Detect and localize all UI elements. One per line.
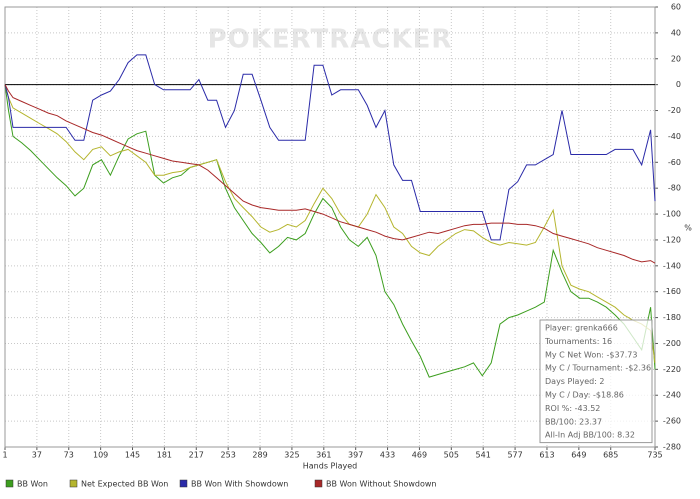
y-tick-label: -20 [668,106,681,115]
tooltip-box [539,319,653,444]
legend-label: Net Expected BB Won [81,480,168,489]
series-line [4,84,656,264]
y-tick-label: 60 [671,3,681,12]
legend-swatch [69,479,78,488]
legend-swatch [5,479,14,488]
y-tick-label: -80 [668,184,681,193]
x-tick-label: 469 [412,451,427,460]
y-tick-label: -60 [668,158,681,167]
x-tick-label: 1 [2,451,7,460]
x-tick-label: 397 [348,451,363,460]
x-tick-label: 109 [93,451,108,460]
tooltip-text: Tournaments: 16 [544,337,612,346]
y-tick-label: -280 [663,443,681,452]
x-axis-label: Hands Played [303,462,357,471]
y-tick-label: -160 [663,287,681,296]
tooltip-text: My C Net Won: -$37.73 [545,350,637,359]
x-tick-label: 253 [221,451,236,460]
x-tick-label: 73 [64,451,74,460]
x-tick-label: 181 [157,451,172,460]
series-line [4,84,656,378]
x-tick-label: 735 [647,451,662,460]
x-tick-label: 37 [32,451,42,460]
x-tick-label: 577 [507,451,522,460]
x-tick-label: 649 [571,451,586,460]
x-tick-label: 505 [444,451,459,460]
legend-label: BB Won Without Showdown [326,480,436,489]
y-tick-label: 0 [676,80,681,89]
x-tick-label: 361 [316,451,331,460]
tooltip-text: BB/100: 23.37 [545,417,602,426]
legend-label: BB Won With Showdown [191,480,288,489]
x-tick-label: 613 [539,451,554,460]
series-line [4,54,656,241]
legend-swatch [179,479,188,488]
x-tick-label: 325 [284,451,299,460]
tooltip-text: My C / Tournament: -$2.36 [545,364,651,373]
y-tick-label: -100 [663,210,681,219]
x-tick-label: 289 [252,451,267,460]
y-tick-label: 20 [671,54,681,63]
y-tick-label: -140 [663,261,681,270]
legend-swatch [314,479,323,488]
y-tick-label: -220 [663,365,681,374]
y-tick-label: -40 [668,132,681,141]
series-line [4,84,656,363]
y-tick-label: -180 [663,313,681,322]
plot-frame [4,6,656,448]
x-tick-label: 433 [380,451,395,460]
tooltip-text: ROI %: -43.52 [545,404,600,413]
watermark: POKERTRACKER [208,25,453,55]
x-tick-label: 685 [603,451,618,460]
x-tick-label: 217 [189,451,204,460]
tooltip-text: Days Played: 2 [545,377,605,386]
y-axis-label: % [684,224,692,233]
y-tick-label: -200 [663,339,681,348]
y-tick-label: -260 [663,417,681,426]
tooltip-text: Player: grenka666 [545,324,618,333]
y-tick-label: -240 [663,391,681,400]
x-tick-label: 541 [476,451,491,460]
y-tick-label: 40 [671,28,681,37]
x-tick-label: 145 [125,451,140,460]
tooltip-text: All-In Adj BB/100: 8.32 [545,431,635,440]
tooltip-text: My C / Day: -$18.86 [545,391,624,400]
legend-label: BB Won [17,480,48,489]
y-tick-label: -120 [663,235,681,244]
